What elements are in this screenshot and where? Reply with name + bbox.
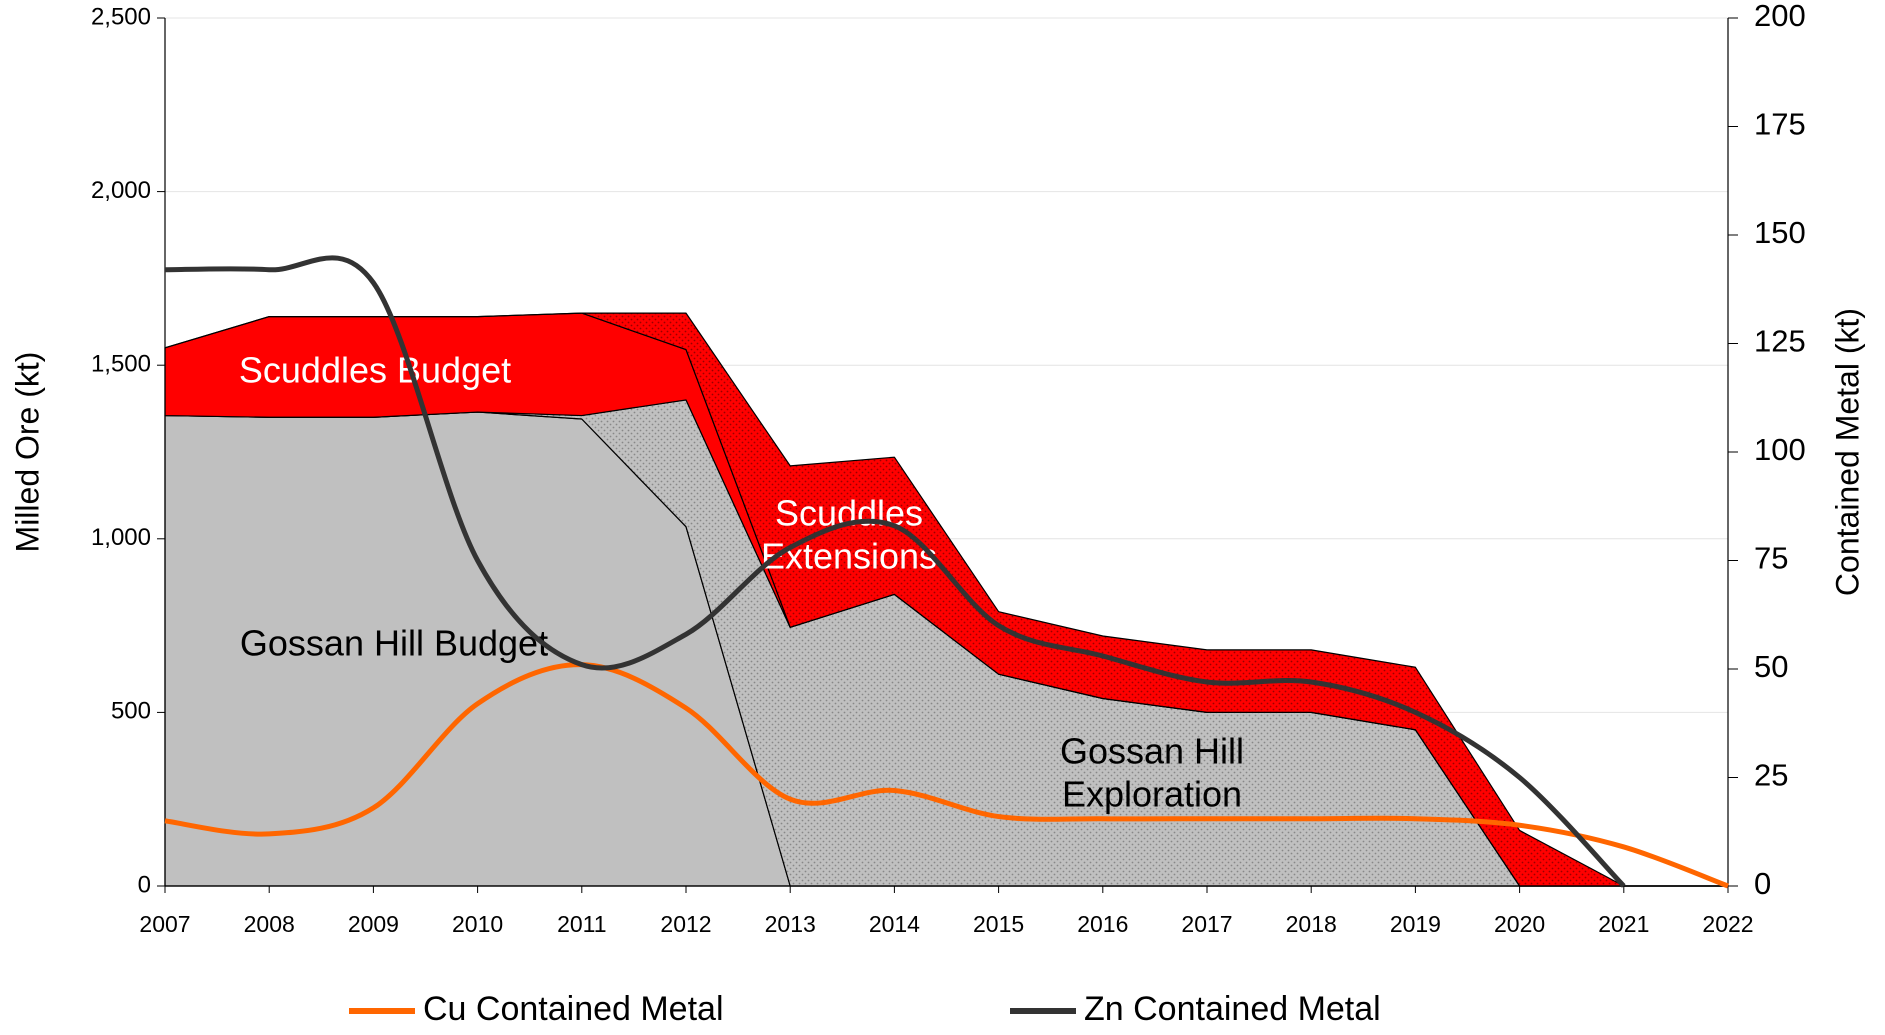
x-tick-label: 2011	[557, 911, 606, 937]
x-tick-label: 2017	[1181, 911, 1232, 937]
legend-label: Zn Contained Metal	[1084, 990, 1381, 1028]
y-tick-label: 2,500	[91, 3, 151, 30]
area-label: Gossan Hill Exploration	[1060, 730, 1244, 814]
y2-tick-label: 125	[1754, 324, 1806, 359]
line	[164, 255, 1626, 888]
y2-tick-label: 25	[1754, 758, 1788, 793]
x-tick-label: 2019	[1390, 911, 1441, 937]
y-tick-label: 2,000	[91, 177, 151, 204]
y2-tick-label: 175	[1754, 107, 1806, 142]
y2-tick-label: 100	[1754, 432, 1806, 467]
y-tick-label: 1,500	[91, 351, 151, 378]
x-tick-label: 2022	[1702, 911, 1753, 937]
x-tick-label: 2009	[348, 911, 399, 937]
x-tick-label: 2008	[244, 911, 295, 937]
x-tick-label: 2007	[139, 911, 190, 937]
x-tick-label: 2013	[765, 911, 816, 937]
x-tick-label: 2016	[1077, 911, 1128, 937]
x-tick-label: 2020	[1494, 911, 1545, 937]
y-tick-label: 0	[138, 871, 151, 898]
x-tick-label: 2014	[869, 911, 920, 937]
line	[164, 662, 1729, 889]
x-tick-label: 2010	[452, 911, 503, 937]
y2-tick-label: 75	[1754, 541, 1788, 576]
y2-tick-label: 200	[1754, 0, 1806, 33]
legend-label: Cu Contained Metal	[423, 990, 724, 1028]
y2-axis-label: Contained Metal (kt)	[1829, 308, 1865, 596]
y-axis-label: Milled Ore (kt)	[9, 352, 45, 553]
y2-tick-label: 150	[1754, 215, 1806, 250]
x-tick-label: 2021	[1598, 911, 1649, 937]
y2-tick-label: 50	[1754, 649, 1788, 684]
y-tick-label: 1,000	[91, 524, 151, 551]
y-tick-label: 500	[111, 698, 151, 725]
x-tick-label: 2012	[660, 911, 711, 937]
area-label: Gossan Hill Budget	[240, 623, 548, 664]
x-tick-label: 2015	[973, 911, 1024, 937]
x-tick-label: 2018	[1286, 911, 1337, 937]
y2-tick-label: 0	[1754, 866, 1771, 901]
area-label: Scuddles Budget	[239, 350, 511, 391]
